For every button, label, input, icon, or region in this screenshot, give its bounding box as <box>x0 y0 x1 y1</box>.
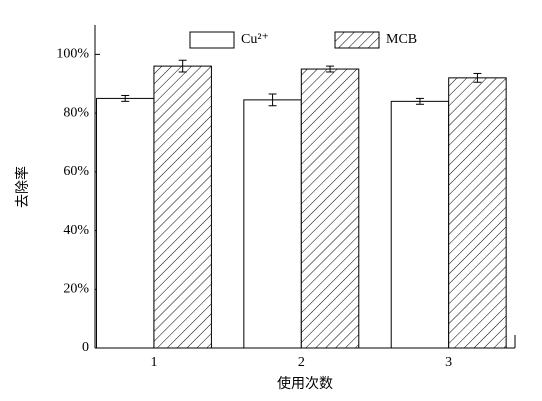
y-tick-label: 80% <box>63 105 89 120</box>
y-tick-label: 40% <box>63 223 89 238</box>
bar <box>153 65 212 349</box>
y-axis-label: 去除率 <box>14 166 31 208</box>
y-tick-label: 100% <box>56 47 89 62</box>
legend-label: MCB <box>386 32 417 47</box>
y-tick-label: 20% <box>63 281 89 296</box>
bar <box>95 97 155 349</box>
bar <box>243 99 302 349</box>
y-tick-label: 60% <box>63 164 89 179</box>
x-tick-label: 1 <box>150 355 157 370</box>
legend-label: Cu²⁺ <box>241 32 269 47</box>
bar <box>390 100 450 349</box>
bar <box>448 77 507 349</box>
legend-swatch <box>334 31 380 49</box>
x-tick-label: 2 <box>298 355 305 370</box>
bar <box>300 68 360 349</box>
x-axis-label: 使用次数 <box>277 375 333 392</box>
y-tick-label: 0 <box>82 340 89 355</box>
legend-swatch <box>189 31 235 49</box>
x-tick-label: 3 <box>445 355 452 370</box>
